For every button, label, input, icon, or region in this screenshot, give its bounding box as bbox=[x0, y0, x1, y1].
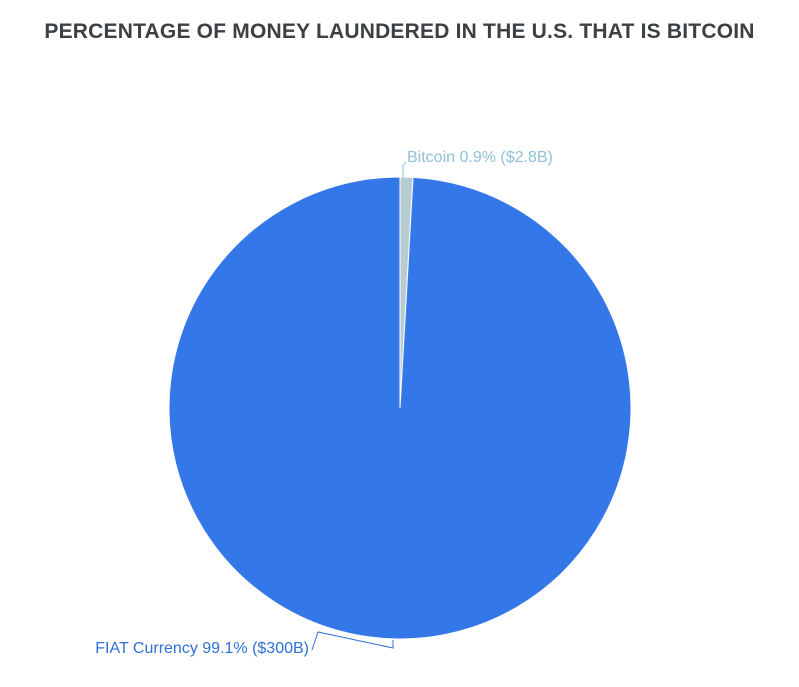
slice-label-bitcoin: Bitcoin 0.9% ($2.8B) bbox=[407, 149, 553, 166]
pie-slices bbox=[168, 176, 632, 640]
chart-title: PERCENTAGE OF MONEY LAUNDERED IN THE U.S… bbox=[44, 20, 755, 43]
slice-label-fiat-currency: FIAT Currency 99.1% ($300B) bbox=[95, 640, 309, 657]
leader-line-bitcoin bbox=[402, 161, 407, 178]
leader-lines bbox=[311, 161, 407, 651]
leader-line-fiat-currency bbox=[311, 631, 394, 651]
slice-labels: Bitcoin 0.9% ($2.8B) FIAT Currency 99.1% … bbox=[95, 149, 553, 657]
pie-slice-fiat-currency bbox=[168, 176, 632, 640]
